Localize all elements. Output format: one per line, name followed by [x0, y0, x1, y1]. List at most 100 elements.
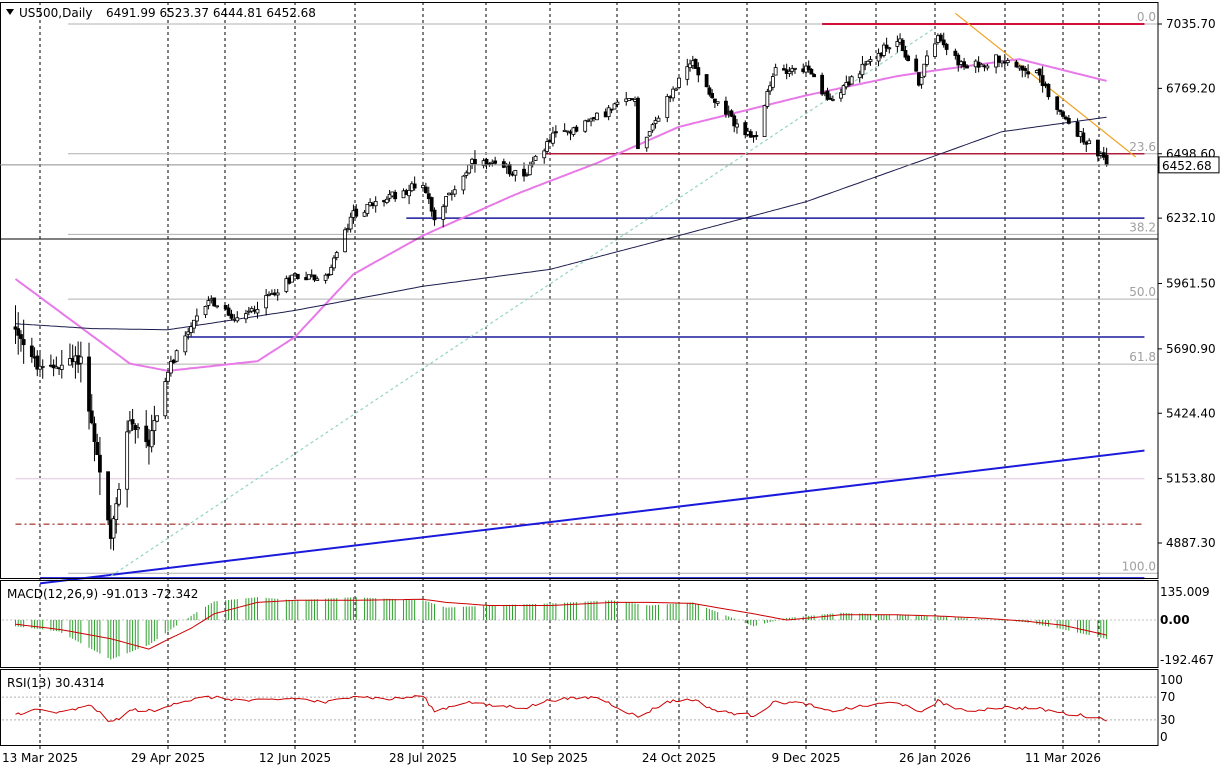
candle-body: [609, 108, 614, 111]
macd-axis-label: -192.467: [1160, 653, 1214, 667]
candle-body: [152, 419, 157, 432]
candle-body: [793, 67, 797, 70]
candle-body: [903, 49, 908, 58]
candle-body: [876, 52, 881, 62]
candle-body: [962, 61, 966, 68]
trend-line[interactable]: [39, 449, 1145, 585]
candle-body: [925, 55, 929, 65]
symbol-label: US500,Daily: [19, 6, 92, 20]
candle-body: [212, 297, 217, 307]
candle-body: [953, 50, 958, 56]
candle-body: [127, 420, 132, 432]
candle-body: [192, 319, 196, 329]
candle-body: [1058, 109, 1062, 112]
candle-body: [790, 68, 795, 72]
candle-body: [1005, 60, 1010, 64]
candle-body: [13, 326, 18, 330]
candle-body: [365, 203, 370, 214]
candle-body: [284, 278, 289, 292]
candle-body: [125, 431, 130, 490]
candle-body: [429, 197, 434, 212]
time-axis-label: 24 Oct 2025: [642, 751, 716, 765]
candle-body: [163, 381, 168, 417]
pane-frame: [0, 2, 1159, 579]
candle-body: [412, 183, 417, 189]
candle-body: [551, 132, 555, 144]
candle-body: [354, 208, 359, 217]
candles: [13, 32, 1109, 551]
candle-body: [884, 44, 889, 49]
candle-body: [895, 41, 900, 47]
candle-body: [168, 361, 173, 374]
time-axis-label: 29 Apr 2025: [131, 751, 205, 765]
candle-body: [136, 427, 140, 430]
candle-body: [290, 274, 295, 283]
candle-body: [768, 85, 773, 92]
candle-body: [155, 415, 160, 422]
price-axis-label: 6232.10: [1166, 211, 1216, 225]
candle-body: [189, 326, 193, 333]
macd-label: MACD(12,26,9) -91.013 -72.342: [7, 587, 198, 601]
candle-body: [997, 55, 1001, 63]
candle-body: [426, 193, 431, 200]
candle-body: [650, 124, 655, 131]
candle-body: [1023, 68, 1028, 71]
rsi-label: RSI(13) 30.4314: [7, 676, 105, 690]
candle-body: [545, 141, 550, 152]
candle-body: [693, 58, 698, 69]
candle-body: [114, 503, 119, 521]
candle-body: [229, 313, 234, 319]
candle-body: [900, 39, 905, 51]
time-axis-label: 10 Sep 2025: [512, 751, 588, 765]
candle-body: [362, 211, 367, 217]
candle-body: [452, 189, 457, 195]
candle-body: [704, 74, 709, 88]
pane-frame: [0, 580, 1159, 668]
macd-signal-line: [15, 598, 1107, 650]
trend-line[interactable]: [110, 27, 936, 577]
fib-level-label: 23.6: [1129, 140, 1156, 154]
rsi-axis-label: 0: [1160, 730, 1168, 744]
candle-body: [166, 371, 170, 382]
dropdown-triangle-icon[interactable]: [6, 9, 14, 15]
candle-body: [615, 101, 620, 105]
candle-body: [636, 97, 640, 150]
candle-body: [710, 93, 715, 98]
candle-body: [16, 328, 21, 336]
candle-body: [839, 92, 843, 99]
pane-frame: [0, 669, 1159, 746]
candle-body: [606, 107, 611, 117]
candle-body: [653, 120, 658, 124]
candle-body: [264, 295, 269, 309]
candle-body: [246, 310, 251, 313]
candle-body: [860, 63, 865, 76]
candle-body: [441, 206, 446, 220]
candle-body: [117, 488, 121, 505]
axes: 7035.706769.206498.606232.105961.505690.…: [2, 17, 1220, 765]
fib-level-label: 50.0: [1129, 285, 1156, 299]
time-axis-label: 13 Mar 2025: [2, 751, 78, 765]
candle-body: [707, 87, 712, 95]
candle-body: [906, 55, 911, 61]
candle-body: [1081, 132, 1086, 143]
candle-body: [743, 122, 748, 136]
candle-body: [922, 63, 927, 77]
candle-body: [421, 185, 425, 189]
candle-body: [782, 68, 786, 71]
candle-body: [35, 355, 40, 370]
candle-body: [914, 58, 919, 72]
candle-body: [78, 356, 83, 364]
candle-body: [329, 267, 334, 275]
candle-body: [533, 155, 538, 161]
price-axis-label: 4887.30: [1166, 536, 1216, 550]
candle-body: [1061, 111, 1065, 117]
candle-body: [332, 257, 336, 269]
candle-body: [423, 186, 428, 193]
candle-body: [215, 305, 219, 308]
candle-body: [857, 73, 862, 79]
candle-body: [647, 131, 652, 137]
grid: [39, 2, 1100, 745]
candle-body: [754, 135, 759, 137]
